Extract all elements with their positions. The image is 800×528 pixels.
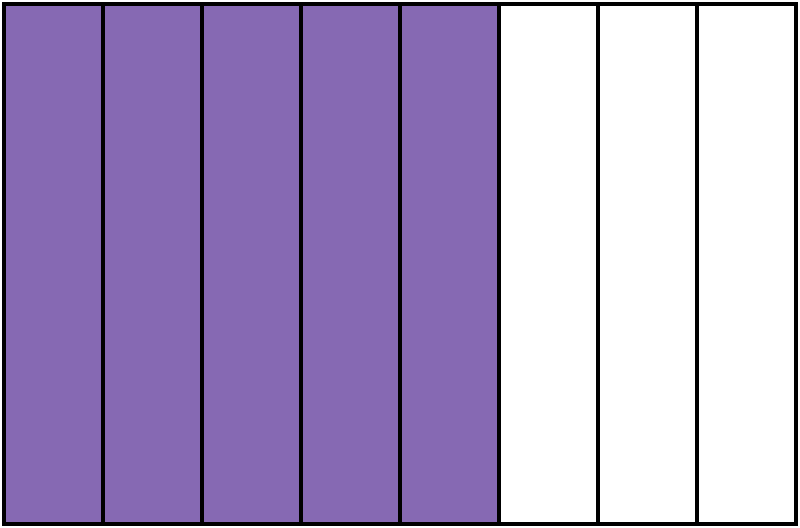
shaded-part <box>103 4 202 524</box>
shaded-part <box>4 4 103 524</box>
unshaded-part <box>598 4 697 524</box>
unshaded-part <box>697 4 796 524</box>
shaded-part <box>400 4 499 524</box>
shaded-part <box>202 4 301 524</box>
unshaded-part <box>499 4 598 524</box>
shaded-part <box>301 4 400 524</box>
